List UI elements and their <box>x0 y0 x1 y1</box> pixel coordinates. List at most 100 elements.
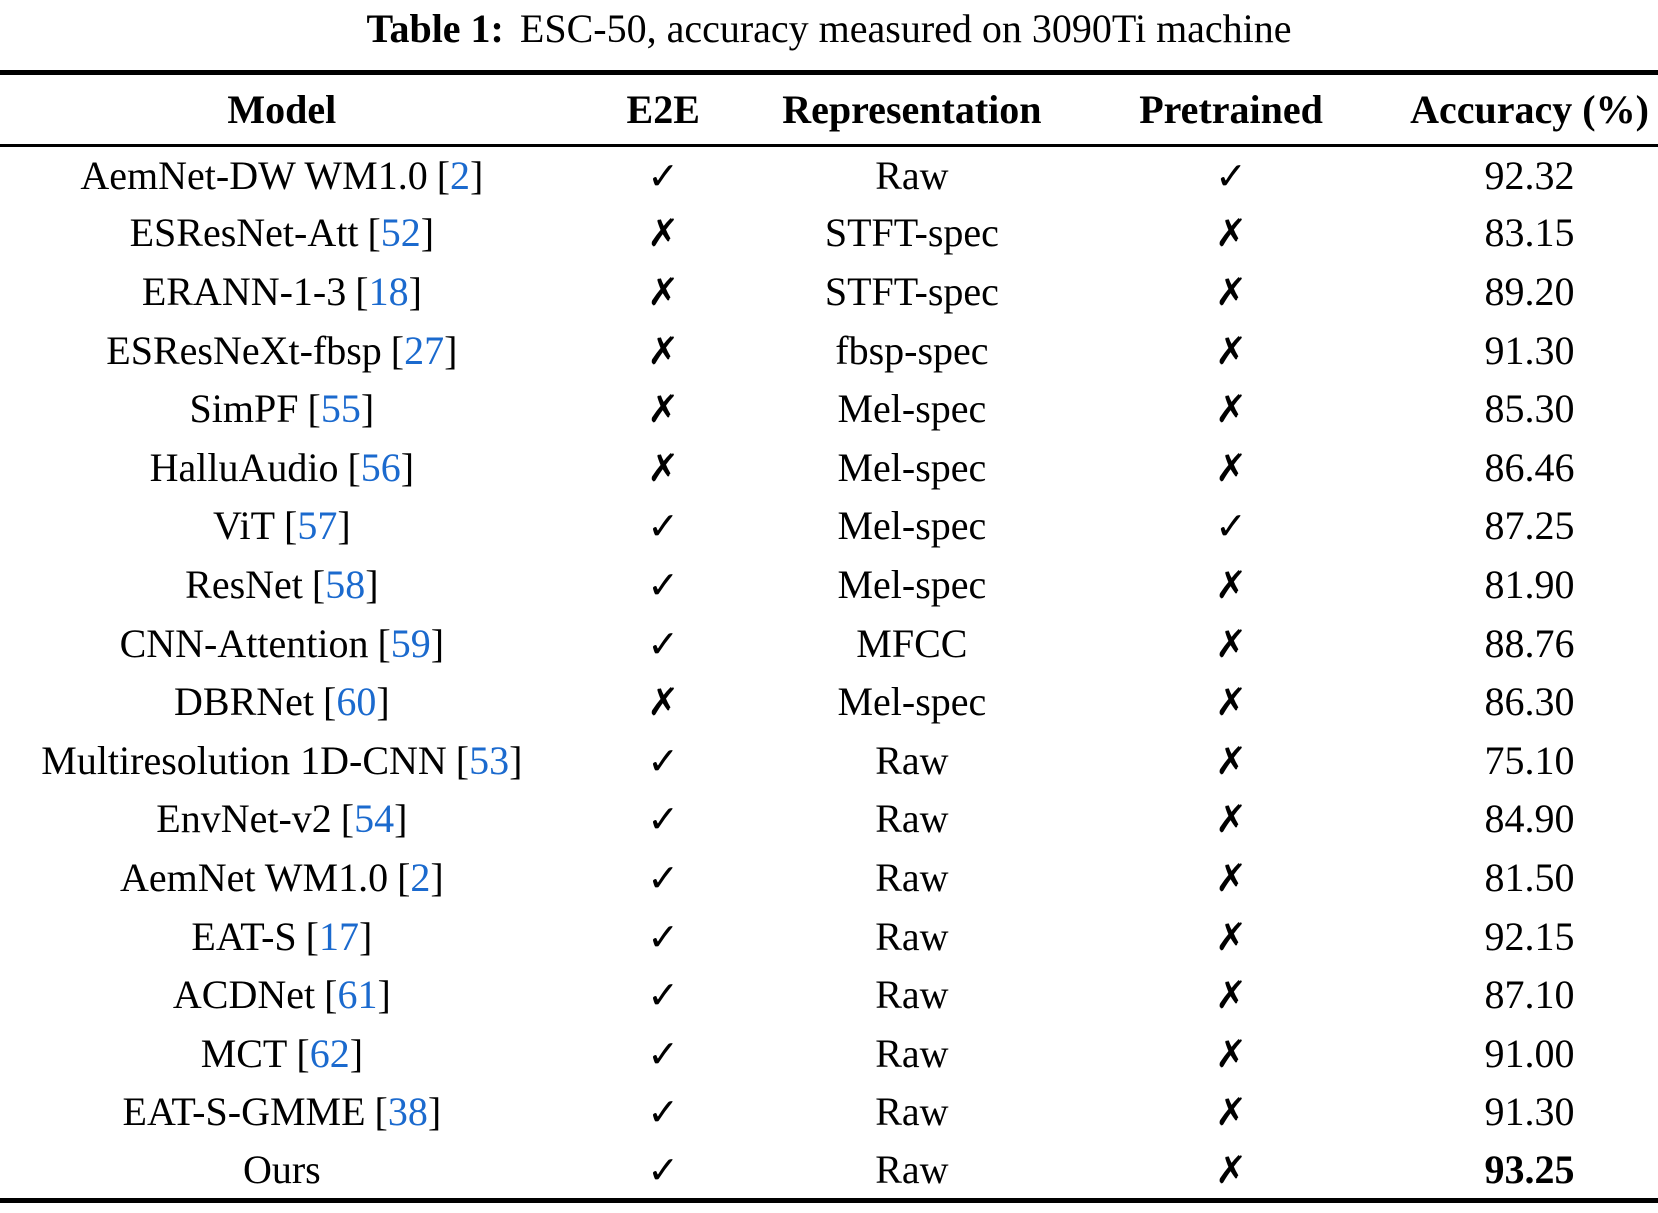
citation: [17] <box>306 914 373 959</box>
citation-number[interactable]: 38 <box>387 1089 428 1135</box>
citation-close-bracket: ] <box>360 386 375 432</box>
model-cell: HalluAudio [56] <box>0 438 564 497</box>
citation-open-bracket: [ <box>311 561 326 607</box>
citation: [60] <box>323 679 390 724</box>
model-name: Multiresolution 1D-CNN <box>41 737 447 783</box>
model-name: AemNet-DW WM1.0 <box>80 152 428 198</box>
representation-cell: Raw <box>875 737 949 783</box>
citation-number[interactable]: 18 <box>368 268 409 314</box>
citation-close-bracket: ] <box>509 737 523 783</box>
citation-open-bracket: [ <box>284 503 298 549</box>
e2e-cell: ✓ <box>564 907 763 966</box>
column-header-accuracy: Accuracy (%) <box>1400 72 1658 147</box>
citation-close-bracket: ] <box>427 1089 442 1135</box>
cross-icon: ✗ <box>1215 973 1247 1018</box>
representation-cell: Raw <box>875 796 949 842</box>
representation-cell: Raw <box>875 1030 949 1076</box>
pretrained-cell: ✗ <box>1061 614 1401 673</box>
citation-open-bracket: [ <box>307 386 321 432</box>
column-header-e2e: E2E <box>563 72 763 147</box>
citation-close-bracket: ] <box>430 854 444 900</box>
model-cell: DBRNet [60] <box>0 673 564 732</box>
table-row: ESResNet-Att [52] ✗ STFT-spec ✗ 83.15 <box>0 204 1658 263</box>
table-header: Model E2E Representation Pretrained Accu… <box>0 72 1658 147</box>
citation-number[interactable]: 59 <box>390 620 431 666</box>
model-name: ViT <box>213 503 276 549</box>
citation-number[interactable]: 56 <box>360 444 401 490</box>
model-name: Ours <box>242 1146 321 1192</box>
e2e-cell: ✗ <box>564 380 763 439</box>
model-cell: ESResNet-Att [52] <box>0 204 564 263</box>
citation: [2] <box>397 855 444 900</box>
citation-open-bracket: [ <box>397 854 411 900</box>
pretrained-cell: ✗ <box>1061 438 1401 497</box>
check-icon: ✓ <box>647 797 680 842</box>
model-name: ACDNet <box>172 972 316 1018</box>
citation-number[interactable]: 53 <box>469 737 510 783</box>
pretrained-cell: ✗ <box>1061 1024 1401 1083</box>
table-row: ViT [57] ✓ Mel-spec ✓ 87.25 <box>0 497 1658 556</box>
column-header-representation: Representation <box>762 72 1062 147</box>
citation-number[interactable]: 54 <box>354 796 395 842</box>
model-cell: Multiresolution 1D-CNN [53] <box>0 731 564 790</box>
citation-number[interactable]: 61 <box>337 972 378 1018</box>
citation-number[interactable]: 57 <box>297 503 338 549</box>
table-row: EAT-S [17] ✓ Raw ✗ 92.15 <box>0 907 1658 966</box>
pretrained-cell: ✗ <box>1061 321 1401 380</box>
e2e-cell: ✓ <box>564 146 763 205</box>
citation-number[interactable]: 60 <box>336 679 377 725</box>
cross-icon: ✗ <box>1215 269 1247 314</box>
citation-number[interactable]: 55 <box>320 386 361 432</box>
citation-number[interactable]: 52 <box>380 210 421 256</box>
model-cell: ResNet [58] <box>0 556 564 615</box>
pretrained-cell: ✗ <box>1061 556 1401 615</box>
citation-number[interactable]: 2 <box>450 152 471 198</box>
citation-number[interactable]: 17 <box>318 913 359 959</box>
cross-icon: ✗ <box>1215 211 1247 256</box>
model-cell: CNN-Attention [59] <box>0 614 564 673</box>
cross-icon: ✗ <box>1215 680 1247 725</box>
citation: [18] <box>355 269 422 314</box>
check-icon: ✓ <box>647 504 680 549</box>
pretrained-cell: ✗ <box>1061 849 1401 908</box>
model-name: DBRNet <box>174 679 315 725</box>
citation-number[interactable]: 58 <box>325 561 366 607</box>
representation-cell: Raw <box>875 913 949 959</box>
cross-icon: ✗ <box>647 211 680 256</box>
accuracy-cell: 85.30 <box>1484 386 1575 432</box>
table-row: EAT-S-GMME [38] ✓ Raw ✗ 91.30 <box>0 1083 1658 1142</box>
table-row: AemNet-DW WM1.0 [2] ✓ Raw ✓ 92.32 <box>0 146 1658 205</box>
cross-icon: ✗ <box>1215 445 1247 490</box>
citation: [38] <box>375 1089 442 1134</box>
e2e-cell: ✗ <box>564 263 763 322</box>
citation-close-bracket: ] <box>337 503 351 549</box>
pretrained-cell: ✗ <box>1061 204 1401 263</box>
check-icon: ✓ <box>647 1147 680 1192</box>
citation-number[interactable]: 62 <box>309 1030 350 1076</box>
model-cell: EnvNet-v2 [54] <box>0 790 564 849</box>
representation-cell: Mel-spec <box>837 679 987 725</box>
model-name: MCT <box>200 1030 288 1076</box>
cross-icon: ✗ <box>1215 1031 1247 1076</box>
model-cell: AemNet-DW WM1.0 [2] <box>0 146 564 205</box>
table-row: SimPF [55] ✗ Mel-spec ✗ 85.30 <box>0 380 1658 439</box>
cross-icon: ✗ <box>647 328 680 373</box>
table-row: HalluAudio [56] ✗ Mel-spec ✗ 86.46 <box>0 438 1658 497</box>
table-row: ResNet [58] ✓ Mel-spec ✗ 81.90 <box>0 556 1658 615</box>
citation-close-bracket: ] <box>376 679 390 725</box>
citation: [62] <box>296 1031 363 1076</box>
citation: [53] <box>456 738 523 783</box>
accuracy-cell: 81.90 <box>1484 561 1575 607</box>
check-icon: ✓ <box>647 1031 680 1076</box>
table-row: MCT [62] ✓ Raw ✗ 91.00 <box>0 1024 1658 1083</box>
accuracy-cell: 83.15 <box>1484 210 1575 256</box>
citation-number[interactable]: 27 <box>404 327 445 373</box>
pretrained-cell: ✗ <box>1061 1142 1401 1201</box>
citation-number[interactable]: 2 <box>410 854 431 900</box>
e2e-cell: ✗ <box>564 673 763 732</box>
cross-icon: ✗ <box>1215 562 1247 607</box>
citation: [57] <box>284 503 351 548</box>
check-icon: ✓ <box>647 855 680 900</box>
cross-icon: ✗ <box>1215 1147 1247 1192</box>
